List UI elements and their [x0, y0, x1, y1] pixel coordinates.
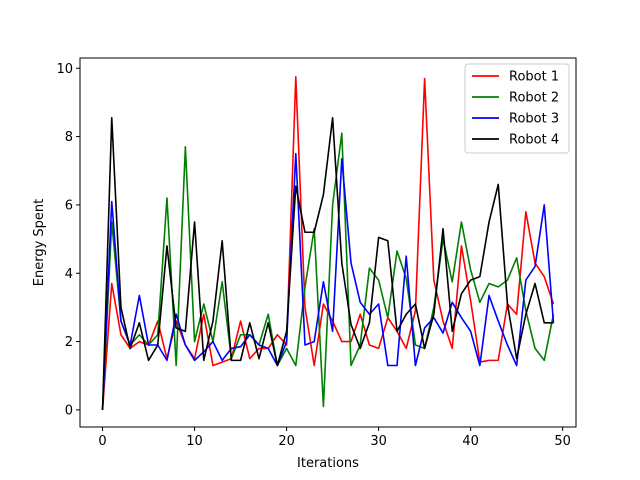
x-tick-label: 10 — [186, 434, 203, 449]
x-tick-label: 0 — [98, 434, 106, 449]
plot-frame — [79, 57, 577, 428]
x-tick-label: 20 — [278, 434, 295, 449]
x-tick-label: 30 — [370, 434, 387, 449]
legend: Robot 1 Robot 2 Robot 3 Robot 4 — [464, 63, 570, 154]
legend-label: Robot 2 — [509, 91, 559, 106]
series-line-4 — [101, 116, 554, 410]
legend-box — [464, 63, 570, 154]
legend-label: Robot 4 — [509, 133, 559, 148]
axis-ticks: 0 10 20 30 40 50 0 2 4 6 8 10 — [56, 62, 570, 449]
y-tick-label: 8 — [65, 130, 73, 145]
y-tick-label: 4 — [65, 267, 73, 282]
legend-label: Robot 3 — [509, 112, 559, 127]
series-line-3 — [101, 152, 555, 410]
x-tick-label: 40 — [462, 434, 479, 449]
y-tick-label: 10 — [56, 62, 73, 77]
legend-label: Robot 1 — [509, 70, 559, 85]
x-axis-label: Iterations — [297, 456, 359, 471]
y-tick-label: 6 — [65, 198, 73, 213]
series-lines — [101, 75, 555, 410]
y-axis-label: Energy Spent — [32, 199, 47, 286]
x-tick-label: 50 — [554, 434, 571, 449]
y-tick-label: 2 — [65, 335, 73, 350]
y-tick-label: 0 — [65, 403, 73, 418]
